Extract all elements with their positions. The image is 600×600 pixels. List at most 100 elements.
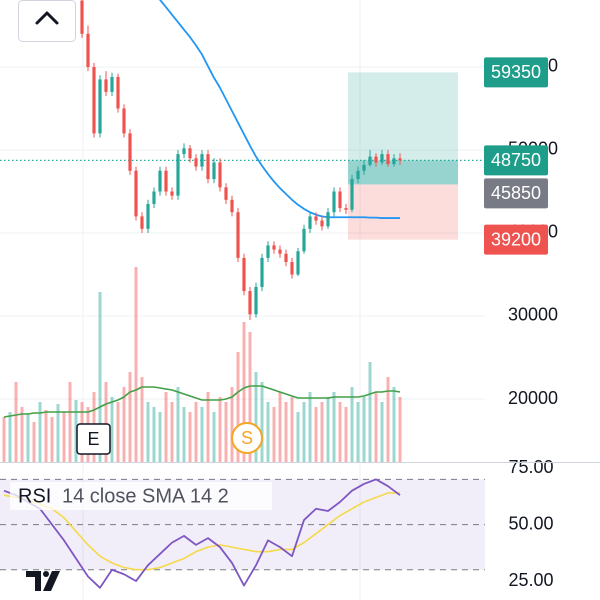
volume-bar [230,387,234,462]
price-badge-label: 59350 [491,62,541,82]
tradingview-logo[interactable] [26,571,60,591]
rsi-title: RSI [18,485,51,507]
tick-label-bg [495,570,570,593]
volume-bar [200,407,204,462]
volume-bar [32,422,36,462]
candle-body [212,162,216,180]
candle-body [98,79,102,134]
volume-bar [260,382,264,462]
volume-bar [68,382,72,462]
candle-body [242,257,246,292]
candle-body [314,216,318,221]
price-badge [484,224,548,255]
candle-body [104,79,108,92]
rsi-sma-line [3,492,400,571]
candle-body [92,66,96,134]
volume-bar [248,332,252,462]
candle-body [122,108,126,134]
volume-bar [338,402,342,462]
candle-body [170,191,174,196]
rsi-legend: RSI 14 close SMA 14 2 [10,482,272,510]
volume-ma-line [3,385,401,418]
volume-bar [308,392,312,462]
candle-body [80,0,84,34]
volume-bar [146,402,150,462]
candle-body [308,216,312,229]
volume-bar [44,410,48,462]
volume-bar [218,397,222,462]
volume-bar [356,402,360,462]
candle-body [374,156,378,163]
volume-bar [158,412,162,462]
volume-bar [50,417,54,462]
candle-body [320,220,324,227]
volume-bar [224,402,228,462]
price-badge-label: 45850 [491,183,541,203]
price-badge-label: 48750 [491,150,541,170]
volume-bar [380,402,384,462]
volume-bar [350,387,354,462]
candle-body [326,212,330,227]
candle-body [176,154,180,196]
candle-body [260,257,264,287]
volume-bar [278,392,282,462]
volume-bar [140,377,144,462]
candle-body [380,154,384,163]
marker-label: E [87,429,99,449]
volume-bar [302,402,306,462]
candle-body [194,158,198,167]
profit-zone [348,72,458,185]
marker-box [76,423,111,455]
candle-body [158,170,162,192]
volume-bar [242,322,246,462]
volume-bar [332,392,336,462]
volume-bar [326,397,330,462]
volume-bar [26,414,30,462]
candle-body [134,170,138,217]
volume-bar [188,412,192,462]
candle-body [296,251,300,275]
volume-bar [134,267,138,462]
volume-bar [116,402,120,462]
open-profit-zone [348,160,458,185]
volume-bar [38,402,42,462]
volume-bar [392,387,396,462]
volume-bar [164,392,168,462]
candle-body [350,179,354,210]
volume-bar [398,397,402,462]
marker-circle [231,422,263,454]
earnings-marker[interactable]: E [76,423,111,455]
volume-bar [362,397,366,462]
volume-bar [212,412,216,462]
candle-body [392,158,396,165]
collapse-button[interactable] [18,0,76,42]
price-badge [484,145,548,176]
candle-body [206,154,210,180]
loss-zone [348,184,458,240]
split-marker[interactable]: S [231,422,263,454]
volume-bar [122,387,126,462]
volume-bar [182,407,186,462]
volume-bar [236,352,240,462]
volume-bar [386,377,390,462]
volume-bar [104,382,108,462]
volume-bar [176,387,180,462]
candle-body [248,291,252,315]
volume-bar [170,402,174,462]
candle-body [254,286,258,315]
candle-body [140,216,144,229]
candle-body [362,164,366,171]
volume-bar [110,397,114,462]
candle-body [338,191,342,209]
candle-body [386,154,390,165]
legend-bg [10,482,272,510]
volume-bar [290,397,294,462]
volume-bar [266,402,270,462]
ma-line [159,0,400,219]
candle-body [236,212,240,258]
candle-body [152,191,156,204]
rsi-tick-label: 75.00 [508,457,553,477]
candle-body [224,187,228,200]
volume-bar [320,402,324,462]
